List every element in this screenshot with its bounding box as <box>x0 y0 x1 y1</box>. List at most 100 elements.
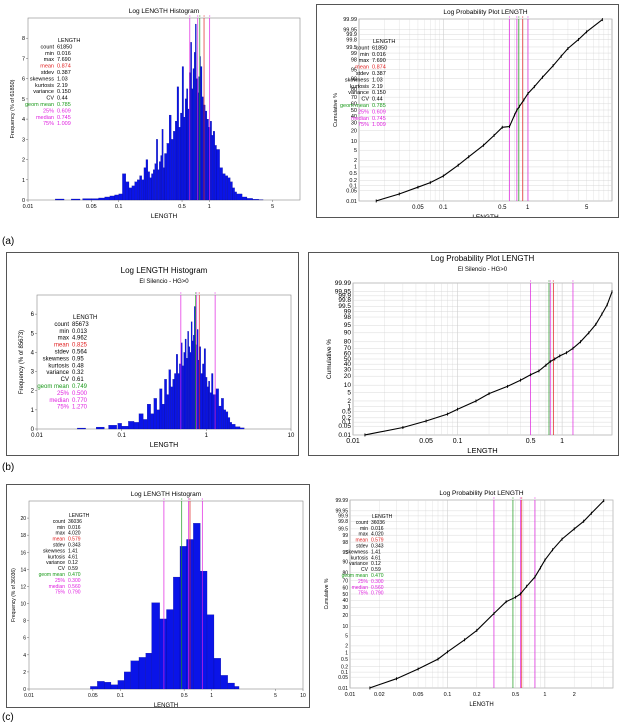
chart2-y-tick-label: 5 <box>31 331 35 337</box>
chart0-bar <box>169 114 172 201</box>
chart3-y-tick-label: 99 <box>344 308 352 315</box>
chart2-bar <box>231 424 236 430</box>
chart1-y-tick-label: 5 <box>354 148 357 154</box>
chart2-bar <box>138 413 144 430</box>
chart0-bar <box>252 199 259 201</box>
chart2-y-axis-label: Frequency (% of 85673) <box>19 330 25 394</box>
chart0-stat-label: max <box>44 57 55 63</box>
chart2-bar <box>223 409 226 430</box>
chart2-y-tick-label: 4 <box>31 350 35 356</box>
chart2-bar <box>209 392 212 430</box>
chart3-y-tick-label: 95 <box>344 322 352 329</box>
chart0-bar <box>104 196 110 201</box>
chart2-bar <box>150 413 154 430</box>
chart2-bar <box>172 379 175 430</box>
chart4-bar <box>124 671 131 690</box>
chart0-bar <box>122 173 126 201</box>
chart1-stat-value: 0.745 <box>372 116 386 122</box>
chart2-stat-label: mean <box>54 343 69 349</box>
chart5-y-axis-label: Cumulative % <box>324 578 330 609</box>
chart0-y-axis-label: Frequency (% of 61850) <box>10 79 16 138</box>
chart4-stat-value: 4.61 <box>68 554 78 560</box>
chart4-bar <box>220 675 228 690</box>
chart2-stat-label: kurtosis <box>48 363 69 369</box>
chart0-y-tick-label: 1 <box>22 178 25 184</box>
panel-label-b: (b) <box>2 462 15 473</box>
chart5-y-tick-label: 99 <box>342 533 348 539</box>
chart1-y-tick-label: 99.5 <box>346 45 357 51</box>
chart4-stat-label: 75% <box>55 590 66 596</box>
chart5-stat-label: median <box>352 585 369 591</box>
chart0-stat-value: 0.874 <box>57 64 71 70</box>
chart2-x-tick-label: 1 <box>205 433 209 439</box>
chart1-stat-value: 2.19 <box>372 84 383 90</box>
chart4-stat-value: 0.790 <box>68 590 81 596</box>
chart2-bar <box>77 427 86 430</box>
chart0-stat-marker: • <box>209 13 211 18</box>
chart2-stat-label: min <box>59 329 69 335</box>
chart1-y-tick-label: 1 <box>354 165 357 171</box>
chart0-bar <box>125 181 130 201</box>
chart5-stat-label: skewness <box>346 549 368 555</box>
chart2-bar <box>176 354 178 430</box>
chart4-y-tick-label: 12 <box>20 584 26 590</box>
chart0-bar <box>154 163 157 201</box>
chart4-stat-label: median <box>49 584 66 590</box>
chart2-bar <box>194 306 196 430</box>
chart2-bar <box>218 405 222 430</box>
chart2-stat-marker: • <box>199 290 201 295</box>
chart0-y-tick-label: 3 <box>22 137 25 143</box>
chart4-stat-value: 1.41 <box>68 548 78 554</box>
chart2-bar <box>211 373 214 430</box>
chart5-y-tick-label: 70 <box>342 579 348 585</box>
chart0-stat-marker: • <box>189 13 191 18</box>
chart2-stat-value: 0.500 <box>72 391 88 397</box>
chart3-x-tick-label: 0.01 <box>346 438 360 445</box>
chart4-bar <box>117 680 125 690</box>
chart4-y-axis-label: Frequency (% of 36036) <box>11 568 17 622</box>
chart0-bar <box>198 76 200 201</box>
chart0-bar <box>139 175 142 201</box>
chart3-y-tick-label: 98 <box>344 314 352 321</box>
chart1-y-tick-label: 40 <box>351 114 357 120</box>
chart0-stat-label: count <box>41 44 55 50</box>
chart0-bar <box>211 135 214 201</box>
chart3-y-tick-label: 50 <box>344 356 352 363</box>
chart1-x-tick-label: 0.05 <box>412 205 424 211</box>
chart0-stat-marker: • <box>199 13 201 18</box>
chart5-stat-marker: • <box>534 495 536 500</box>
chart1-title: Log Probability Plot LENGTH <box>443 9 527 16</box>
chart3-y-tick-label: 0.5 <box>342 408 351 415</box>
chart4-y-tick-label: 2 <box>23 670 26 676</box>
chart0-y-tick-label: 0 <box>22 198 25 204</box>
chart4-bar <box>227 682 235 690</box>
chart2-stat-header: LENGTH <box>73 315 97 321</box>
chart2-stat-label: median <box>49 398 69 404</box>
chart4-stat-label: kurtosis <box>48 554 66 560</box>
chart0-stat-header: LENGTH <box>58 38 80 44</box>
chart0-bar <box>181 66 184 201</box>
chart0-stat-value: 0.785 <box>57 102 71 108</box>
chart0-y-tick-label: 8 <box>22 36 25 42</box>
chart2-subtitle: El Silencio - HG>0 <box>139 279 189 285</box>
chart0-bar <box>219 167 223 201</box>
chart5-x-tick-label: 0.02 <box>374 692 385 698</box>
chart2-stat-label: CV <box>61 377 69 383</box>
chart1-y-tick-label: 70 <box>351 95 357 101</box>
chart3-y-tick-label: 99.9 <box>338 293 351 300</box>
chart5-stat-label: min <box>360 526 368 532</box>
chart2-bar <box>166 394 169 430</box>
chart1-stat-value: 7.690 <box>372 58 386 64</box>
chart2-stat-value: 0.48 <box>72 363 84 369</box>
chart4-stat-marker: • <box>188 496 190 501</box>
chart0-stat-label: median <box>36 115 54 121</box>
chart2-bar <box>188 346 191 430</box>
chart5-stat-label: CV <box>361 567 369 573</box>
chart0-bar <box>190 42 192 201</box>
chart2-bar <box>174 373 177 430</box>
chart1-y-tick-label: 99.99 <box>343 17 357 23</box>
chart1-y-tick-label: 30 <box>351 121 357 127</box>
chart5-stat-value: 0.016 <box>371 526 384 532</box>
chart2-bar <box>143 419 148 430</box>
chart4-bar <box>104 682 112 690</box>
